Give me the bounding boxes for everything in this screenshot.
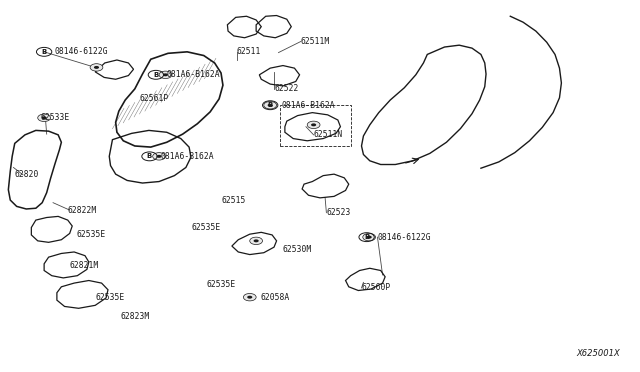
Text: 62822M: 62822M [68,206,97,215]
Text: B: B [42,49,47,55]
Text: 62535E: 62535E [191,223,220,232]
Text: 62523: 62523 [326,208,351,217]
Circle shape [307,121,320,129]
Text: 62560P: 62560P [362,283,391,292]
Text: 08146-6122G: 08146-6122G [378,232,431,242]
Text: 62823M: 62823M [121,312,150,321]
Text: B: B [364,234,369,240]
Circle shape [264,102,276,109]
Circle shape [250,237,262,244]
Circle shape [253,239,259,242]
Text: B: B [147,153,152,159]
Circle shape [90,64,103,71]
Text: 62561P: 62561P [140,94,169,103]
Circle shape [243,294,256,301]
Text: 62530M: 62530M [283,245,312,254]
Circle shape [163,73,168,76]
Circle shape [159,71,172,78]
Circle shape [268,104,273,107]
Text: 081A6-B162A: 081A6-B162A [282,101,335,110]
Text: 62511N: 62511N [314,130,343,140]
Text: 62533E: 62533E [41,113,70,122]
Text: X625001X: X625001X [577,349,620,358]
Circle shape [42,116,47,119]
Text: B: B [153,72,159,78]
Text: 62535E: 62535E [207,280,236,289]
Text: 62821M: 62821M [70,261,99,270]
Circle shape [311,124,316,126]
Text: 62511M: 62511M [301,37,330,46]
Text: 62058A: 62058A [260,294,290,302]
Text: B: B [268,102,273,108]
Text: 62511: 62511 [237,47,261,56]
Circle shape [157,155,162,158]
Circle shape [38,114,51,122]
Circle shape [247,296,252,299]
Text: 081A6-B162A: 081A6-B162A [167,70,220,79]
Bar [280,105,351,146]
Circle shape [153,153,166,160]
Text: 62535E: 62535E [76,230,106,239]
Circle shape [363,234,376,241]
Text: 08146-6122G: 08146-6122G [55,47,109,56]
Text: 62522: 62522 [274,84,298,93]
Circle shape [367,235,372,238]
Circle shape [94,66,99,69]
Text: 62820: 62820 [15,170,39,179]
Text: 62515: 62515 [221,196,245,205]
Text: 62535E: 62535E [95,293,124,302]
Text: 081A6-B162A: 081A6-B162A [161,152,214,161]
